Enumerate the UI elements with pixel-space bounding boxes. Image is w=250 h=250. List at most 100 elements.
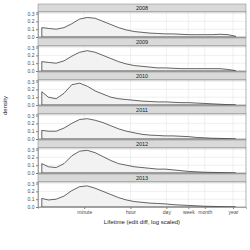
density-area	[42, 17, 236, 37]
y-axis: 0.00.10.20.3	[28, 79, 39, 108]
panel-frame	[38, 182, 246, 207]
grid-line	[166, 12, 167, 37]
grid-line	[38, 191, 246, 192]
tick-label: 0.0	[28, 34, 35, 40]
strip	[38, 106, 246, 114]
tick-label: 0.2	[28, 188, 35, 194]
grid-line	[232, 46, 233, 71]
tick-mark	[36, 97, 38, 98]
tick-label: 0.1	[28, 60, 35, 66]
axis-line	[36, 13, 39, 38]
tick: 0.1	[28, 128, 38, 134]
tick: 0.0	[28, 102, 38, 108]
density-area	[42, 83, 236, 105]
grid-line	[232, 80, 233, 105]
y-axis: 0.0 0.1 0.20.3	[28, 11, 39, 40]
grid-line	[38, 47, 246, 48]
grid-line	[204, 12, 205, 37]
tick-mark	[36, 116, 38, 117]
tick-label: 0.0	[28, 136, 35, 142]
tick-mark	[36, 89, 38, 90]
grid-line	[232, 182, 233, 207]
tick: 0.1	[28, 162, 38, 168]
grid-line	[204, 80, 205, 105]
tick-mark	[36, 173, 38, 174]
grid-line	[232, 148, 233, 173]
density-area	[42, 150, 236, 173]
tick: 0.2	[28, 18, 38, 24]
panel-background	[38, 148, 246, 173]
tick-mark	[36, 21, 38, 22]
panel-background	[38, 12, 246, 37]
grid	[38, 82, 246, 105]
grid-line	[188, 114, 189, 139]
tick-label: month	[198, 209, 212, 215]
tick-mark	[36, 150, 38, 151]
tick-mark	[36, 199, 38, 200]
plot-area	[42, 186, 236, 207]
tick-mark	[36, 131, 38, 132]
tick-label: 0.2	[28, 154, 35, 160]
strip-label: 2012	[136, 141, 148, 147]
grid-line	[38, 123, 246, 124]
tick: 0.2	[28, 120, 38, 126]
grid-line	[188, 46, 189, 71]
tick-mark	[36, 55, 38, 56]
plot-area	[42, 17, 236, 37]
tick: 0.2	[28, 52, 38, 58]
tick-mark	[36, 71, 38, 72]
axis-line	[36, 115, 39, 140]
tick: 0.1	[28, 26, 38, 32]
grid-line	[188, 12, 189, 37]
grid-line	[232, 114, 233, 139]
tick-label: 0.0	[28, 102, 35, 108]
tick-mark	[36, 165, 38, 166]
tick: week	[183, 207, 195, 215]
tick-label: 0.0	[28, 68, 35, 74]
x-axis-title: Lifetime (edit diff, log scaled)	[104, 219, 180, 225]
strip	[38, 38, 246, 46]
chart: 20080.00.10.20.320090.00.10.20.320100.00…	[0, 0, 250, 250]
facet: 20100.00.10.20.3	[28, 72, 247, 108]
tick-label: 0.0	[28, 170, 35, 176]
grid-line	[204, 182, 205, 207]
tick-mark	[36, 157, 38, 158]
panel-background	[38, 80, 246, 105]
axis-line	[36, 47, 39, 72]
tick: hour	[126, 207, 136, 215]
facet: 2009 0.0 0.1 0.20.3	[28, 38, 247, 74]
grid	[38, 184, 246, 207]
grid-line	[166, 80, 167, 105]
strip	[38, 4, 246, 12]
tick-label: 0.1	[28, 128, 35, 134]
tick: 0.0	[28, 136, 38, 142]
y-axis-title: density	[2, 96, 8, 115]
plot-area	[42, 51, 236, 71]
tick-label: day	[163, 209, 172, 215]
tick-label: 0.3	[28, 11, 35, 17]
grid-line	[166, 182, 167, 207]
tick-mark	[36, 123, 38, 124]
tick: 0.0	[28, 204, 38, 210]
strip-label: 2009	[136, 39, 148, 45]
grid-line	[38, 81, 246, 82]
y-axis: 0.0 0.1 0.20.3	[28, 45, 39, 74]
density-area	[42, 186, 236, 207]
tick-label: year	[229, 209, 239, 215]
tick: day	[163, 207, 172, 215]
tick-mark	[36, 207, 38, 208]
panel-background	[38, 114, 246, 139]
grid-line	[166, 46, 167, 71]
tick-label: 0.1	[28, 94, 35, 100]
tick: 0.3	[28, 45, 38, 51]
tick-label: week	[183, 209, 195, 215]
panel-frame	[38, 12, 246, 37]
tick-mark	[36, 48, 38, 49]
tick: 0.3	[28, 147, 38, 153]
axis-line	[36, 81, 39, 106]
tick: 0.1	[28, 94, 38, 100]
axis-line	[36, 183, 39, 208]
grid-line	[232, 12, 233, 37]
tick-label: minute	[77, 209, 92, 215]
tick: 0.0	[28, 34, 38, 40]
